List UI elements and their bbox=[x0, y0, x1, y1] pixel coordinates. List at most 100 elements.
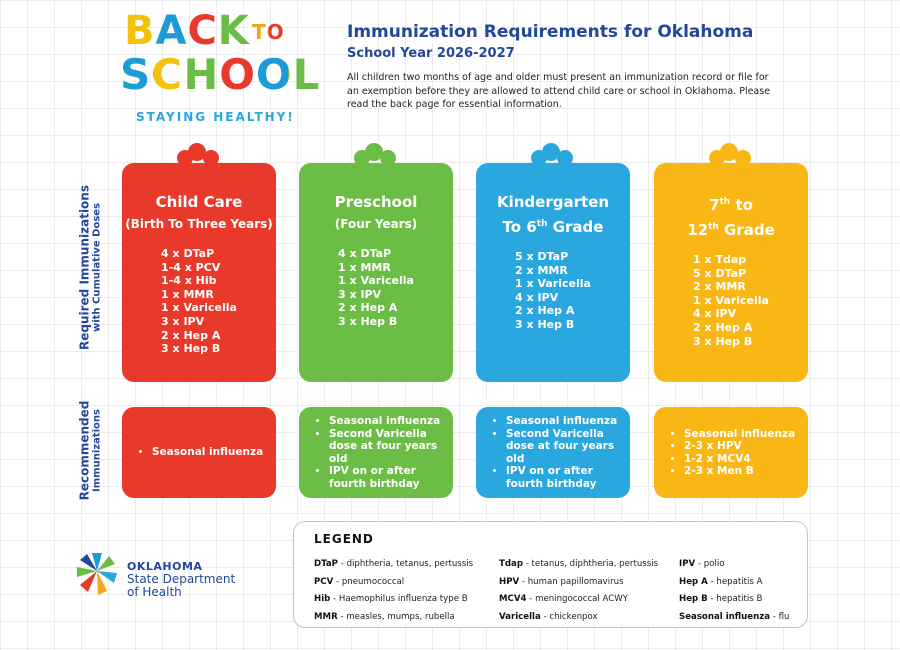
legend-abbr: PCV bbox=[314, 576, 334, 587]
legend-separator: - bbox=[330, 594, 339, 604]
legend-separator: - bbox=[338, 559, 347, 569]
title-text: 12 bbox=[687, 221, 709, 239]
logo-tagline: STAYING HEALTHY! bbox=[136, 110, 295, 124]
title-text: Child Care bbox=[155, 193, 243, 211]
required-item: 1 x Varicella bbox=[693, 293, 769, 307]
required-box: Preschool (Four Years) 4 x DTaP 1 x MMR 1 x … bbox=[299, 163, 453, 382]
legend-abbr: Varicella bbox=[499, 611, 541, 622]
box-decoration bbox=[720, 143, 738, 161]
required-list: 4 x DTaP 1-4 x PCV 1-4 x Hib 1 x MMR 1 x Var… bbox=[161, 247, 237, 356]
legend-entry: Hep B - hepatitis B bbox=[679, 591, 789, 609]
side-label-line: Required Immunizations bbox=[77, 185, 92, 350]
legend-column: IPV - polio Hep A - hepatitis A Hep B - he… bbox=[679, 556, 789, 626]
legend-desc: pneumococcal bbox=[341, 576, 405, 587]
box-decoration bbox=[188, 143, 206, 161]
required-item: 1 x Varicella bbox=[161, 301, 237, 315]
legend-entry: Tdap - tetanus, diphtheria, pertussis bbox=[499, 556, 658, 574]
required-item: 2 x Hep A bbox=[693, 320, 753, 334]
recommended-item: Seasonal influenza bbox=[684, 428, 795, 441]
required-item: 2 x Hep A bbox=[161, 328, 221, 342]
logo-school: SCHOOL bbox=[120, 50, 321, 99]
side-label-line: Recommended bbox=[77, 400, 92, 501]
required-box: Kindergarten To 6th Grade 5 x DTaP 2 x MMR 1… bbox=[476, 163, 630, 382]
column-title-line: Kindergarten bbox=[476, 191, 630, 213]
legend-desc: hepatitis A bbox=[716, 576, 763, 587]
recommended-item: Second Varicella dose at four years old bbox=[506, 428, 630, 466]
legend-entry: HPV - human papillomavirus bbox=[499, 574, 658, 592]
column-title-line: Child Care bbox=[122, 191, 276, 213]
column-title: Preschool (Four Years) bbox=[299, 191, 453, 235]
legend-separator: - bbox=[707, 594, 717, 604]
required-item: 2 x MMR bbox=[515, 263, 568, 277]
required-item: 1 x MMR bbox=[161, 287, 214, 301]
column-title-line: 7th to bbox=[654, 191, 808, 216]
intro: All children two months of age and older… bbox=[347, 72, 771, 110]
required-item: 4 x DTaP bbox=[338, 247, 392, 260]
recommended-list: Seasonal influenzaSecond Varicella dose … bbox=[299, 415, 453, 490]
legend-separator: - bbox=[337, 611, 347, 622]
required-box: 7th to 12th Grade 1 x Tdap 5 x DTaP 2 x MMR 1… bbox=[654, 163, 808, 382]
legend-abbr: DTaP bbox=[314, 559, 338, 569]
required-list: 5 x DTaP 2 x MMR 1 x Varicella 4 x IPV 2 x H… bbox=[515, 250, 591, 332]
required-item: 3 x IPV bbox=[338, 287, 382, 301]
legend-separator: - bbox=[707, 576, 717, 587]
recommended-box: Seasonal influenzaSecond Varicella dose … bbox=[299, 407, 453, 498]
box-decoration bbox=[203, 150, 219, 166]
title-text: (Birth To Three Years) bbox=[125, 217, 273, 231]
legend: LEGEND DTaP - diphtheria, tetanus, pertu… bbox=[293, 521, 808, 628]
required-item: 3 x Hep B bbox=[161, 342, 221, 356]
side-label-required: Required Immunizations with Cumulative D… bbox=[78, 158, 103, 378]
legend-entry: PCV - pneumococcal bbox=[314, 574, 473, 592]
column-title: Kindergarten To 6th Grade bbox=[476, 191, 630, 238]
title-sup: th bbox=[536, 219, 548, 229]
legend-entry: Varicella - chickenpox bbox=[499, 609, 658, 627]
recommended-item: Seasonal influenza bbox=[506, 415, 630, 428]
legend-entry: MMR - measles, mumps, rubella bbox=[314, 609, 473, 627]
legend-abbr: Hep A bbox=[679, 576, 708, 587]
legend-desc: human papillomavirus bbox=[527, 576, 624, 587]
recommended-box: Seasonal influenza bbox=[122, 407, 276, 498]
legend-entry: Hep A - hepatitis A bbox=[679, 574, 789, 592]
org-logo bbox=[77, 553, 117, 595]
legend-separator: - bbox=[519, 576, 528, 587]
required-item: 2 x MMR bbox=[693, 280, 746, 294]
required-item: 3 x IPV bbox=[161, 314, 205, 328]
org-line: of Health bbox=[127, 585, 182, 599]
logo-to: TO bbox=[252, 20, 285, 44]
legend-abbr: IPV bbox=[679, 559, 696, 569]
legend-entry: DTaP - diphtheria, tetanus, pertussis bbox=[314, 556, 473, 574]
legend-desc: hepatitis B bbox=[716, 594, 763, 604]
legend-abbr: Seasonal influenza bbox=[679, 611, 770, 622]
side-label-recommended: Recommended Immunizations bbox=[78, 381, 103, 521]
legend-desc: Haemophilus influenza type B bbox=[338, 594, 468, 604]
recommended-item: IPV on or after fourth birthday bbox=[329, 465, 453, 490]
legend-separator: - bbox=[695, 559, 704, 569]
required-item: 5 x DTaP bbox=[515, 250, 569, 263]
box-decoration bbox=[365, 143, 383, 161]
legend-separator: - bbox=[333, 576, 342, 587]
column-title-line: 12th Grade bbox=[654, 216, 808, 241]
legend-separator: - bbox=[540, 611, 550, 622]
recommended-item: 2-3 x Men B bbox=[684, 465, 795, 478]
legend-desc: diphtheria, tetanus, pertussis bbox=[346, 559, 474, 569]
title-text: (Four Years) bbox=[334, 217, 418, 231]
required-box: Child Care (Birth To Three Years) 4 x DTaP… bbox=[122, 163, 276, 382]
required-item: 3 x Hep B bbox=[515, 317, 575, 331]
legend-abbr: Hib bbox=[314, 594, 331, 604]
required-list: 4 x DTaP 1 x MMR 1 x Varicella 3 x IPV 2 x H… bbox=[338, 247, 414, 329]
legend-separator: - bbox=[770, 611, 779, 622]
column-title: Child Care (Birth To Three Years) bbox=[122, 191, 276, 235]
column-title: 7th to 12th Grade bbox=[654, 191, 808, 241]
recommended-item: 1-2 x MCV4 bbox=[684, 453, 795, 466]
title-text: 7 bbox=[709, 196, 720, 214]
required-item: 4 x DTaP bbox=[161, 247, 215, 260]
side-label-line: Immunizations bbox=[91, 409, 103, 492]
legend-abbr: MMR bbox=[314, 611, 338, 622]
title-sup: th bbox=[708, 222, 719, 232]
required-item: 1-4 x PCV bbox=[161, 260, 221, 274]
required-item: 1-4 x Hib bbox=[161, 274, 217, 288]
legend-entry: IPV - polio bbox=[679, 556, 789, 574]
recommended-list: Seasonal influenza2-3 x HPV1-2 x MCV42-3… bbox=[654, 428, 795, 478]
required-item: 1 x Varicella bbox=[338, 274, 414, 288]
